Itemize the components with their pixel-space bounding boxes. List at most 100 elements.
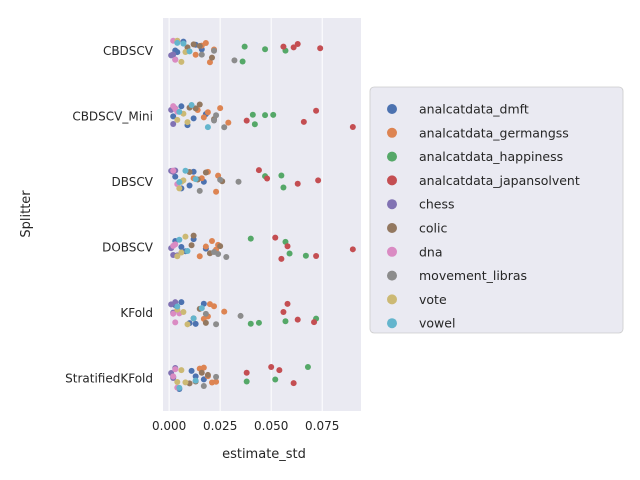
data-point [276, 367, 283, 374]
data-point [221, 124, 228, 131]
data-point [190, 115, 197, 122]
y-tick-label: DBSCV [112, 175, 154, 189]
data-point [172, 366, 179, 373]
legend-marker [387, 151, 397, 162]
data-point [217, 243, 224, 250]
data-point [262, 112, 269, 119]
data-point [280, 43, 287, 50]
data-point [180, 308, 187, 315]
data-point [192, 373, 199, 380]
data-point [278, 255, 285, 262]
x-tick-labels: 0.000 0.025 0.050 0.075 [152, 419, 339, 433]
data-point [184, 119, 191, 126]
data-point [272, 376, 279, 383]
data-point [202, 319, 209, 326]
data-point [251, 121, 258, 128]
data-point [284, 300, 291, 307]
data-point [294, 41, 301, 48]
data-point [264, 175, 271, 182]
data-point [198, 369, 205, 376]
legend-label: vowel [419, 316, 455, 331]
y-tick-labels: CBDSCV CBDSCV_Mini DBSCV DOBSCV KFold Stratif… [65, 44, 154, 386]
data-point [190, 232, 197, 239]
data-point [294, 180, 301, 187]
data-point [188, 367, 195, 374]
legend-label: analcatdata_happiness [419, 149, 563, 164]
legend-marker [387, 318, 397, 329]
legend-marker [387, 104, 397, 114]
data-point [235, 178, 242, 185]
data-point [270, 111, 277, 118]
data-point [174, 378, 181, 385]
data-point [213, 321, 220, 328]
data-point [174, 116, 181, 123]
data-point [241, 43, 248, 50]
data-point [178, 299, 185, 306]
data-point [170, 121, 177, 128]
data-point [172, 241, 179, 248]
data-point [200, 364, 207, 371]
data-point [290, 380, 297, 387]
data-point [217, 105, 224, 112]
legend-marker [387, 294, 397, 305]
data-point [170, 113, 177, 120]
x-tick-label: 0.025 [203, 419, 237, 433]
legend-marker [387, 223, 397, 233]
data-point [211, 47, 218, 54]
data-point [300, 118, 307, 125]
data-point [262, 46, 269, 53]
data-point [188, 101, 195, 108]
data-point [204, 109, 211, 116]
data-point [186, 48, 193, 55]
data-point [192, 105, 199, 112]
data-point [313, 107, 320, 114]
data-point [178, 103, 185, 110]
data-point [176, 108, 183, 115]
legend-label: vote [419, 292, 447, 307]
data-point [237, 312, 244, 319]
x-axis-title: estimate_std [222, 447, 306, 462]
data-point [198, 51, 205, 58]
data-point [217, 176, 224, 183]
legend: analcatdata_dmft analcatdata_germangssana… [369, 86, 624, 334]
data-point [243, 369, 250, 376]
data-point [178, 243, 185, 250]
data-point [192, 320, 199, 327]
x-tick-label: 0.000 [152, 419, 186, 433]
data-point [231, 57, 238, 64]
data-point [174, 39, 181, 46]
legend-label: dna [419, 244, 443, 259]
data-point [249, 111, 256, 118]
data-point [186, 182, 193, 189]
data-point [202, 310, 209, 317]
data-point [282, 318, 289, 325]
data-point [290, 44, 297, 51]
data-point [213, 188, 220, 195]
legend-label: analcatdata_dmft [419, 102, 529, 117]
data-point [255, 319, 262, 326]
legend-marker [387, 127, 397, 138]
legend-label: chess [419, 197, 455, 212]
data-point [184, 321, 191, 328]
y-tick-label: DOBSCV [102, 240, 154, 254]
data-point [247, 235, 254, 242]
data-point [206, 59, 213, 66]
data-point [304, 364, 311, 371]
data-point [268, 364, 275, 371]
data-point [243, 117, 250, 124]
data-point [180, 40, 187, 47]
data-point [192, 51, 199, 58]
data-point [311, 319, 318, 326]
data-point [211, 117, 218, 124]
legend-frame [369, 86, 624, 334]
data-point [202, 243, 209, 250]
legend-label: colic [419, 221, 447, 236]
data-point [182, 233, 189, 240]
data-point [213, 373, 220, 380]
y-tick-label: CBDSCV_Mini [72, 109, 153, 123]
data-point [215, 251, 222, 258]
legend-marker [387, 175, 397, 186]
data-point [208, 238, 215, 245]
data-point [200, 383, 207, 390]
data-point [178, 249, 185, 256]
